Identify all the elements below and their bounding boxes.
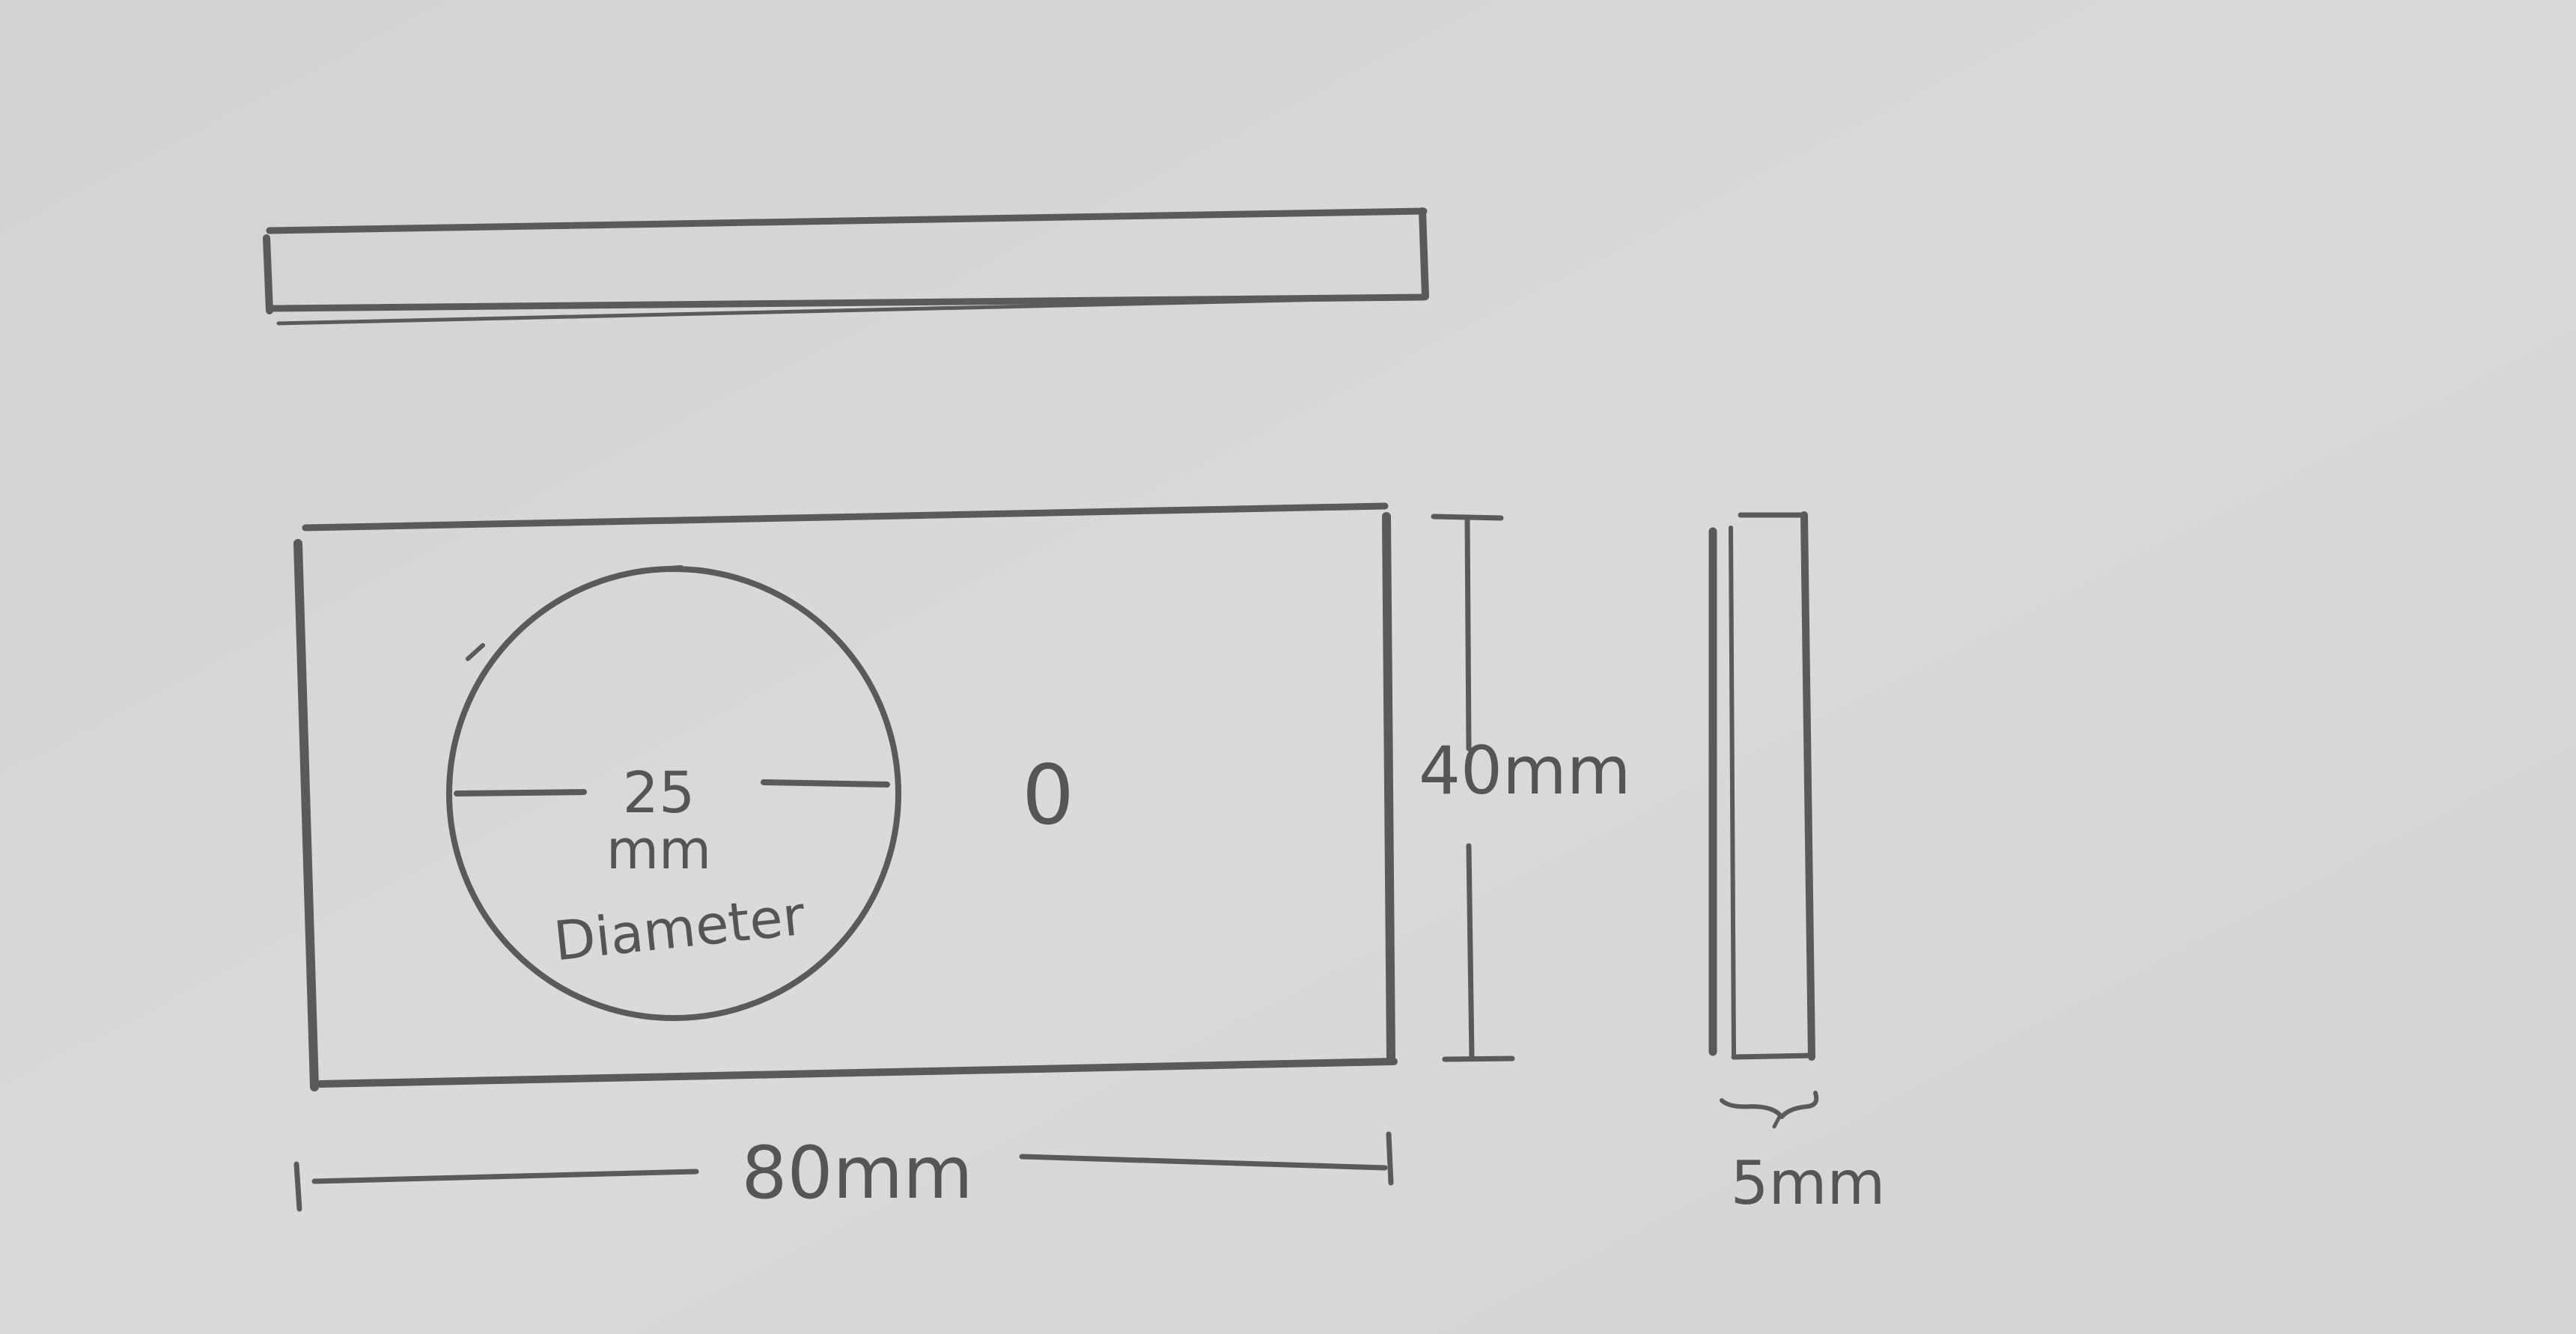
large-hole-circle (446, 565, 901, 1021)
front-view-plate (293, 502, 1398, 1091)
length-dimension-line (293, 1131, 1394, 1212)
side-view-plate (1708, 511, 1815, 1061)
height-label: 40mm (1419, 732, 1630, 809)
thickness-brace (1720, 1091, 1819, 1129)
thickness-label: 5mm (1731, 1148, 1886, 1218)
diameter-line (454, 779, 890, 797)
hole-diameter-unit: mm (606, 818, 711, 881)
small-hole-mark: 0 (1022, 747, 1074, 843)
hole-diameter-value: 25 (623, 759, 695, 826)
height-dimension-line (1431, 514, 1515, 1062)
length-label: 80mm (741, 1131, 972, 1215)
top-view-plate (263, 207, 1429, 326)
